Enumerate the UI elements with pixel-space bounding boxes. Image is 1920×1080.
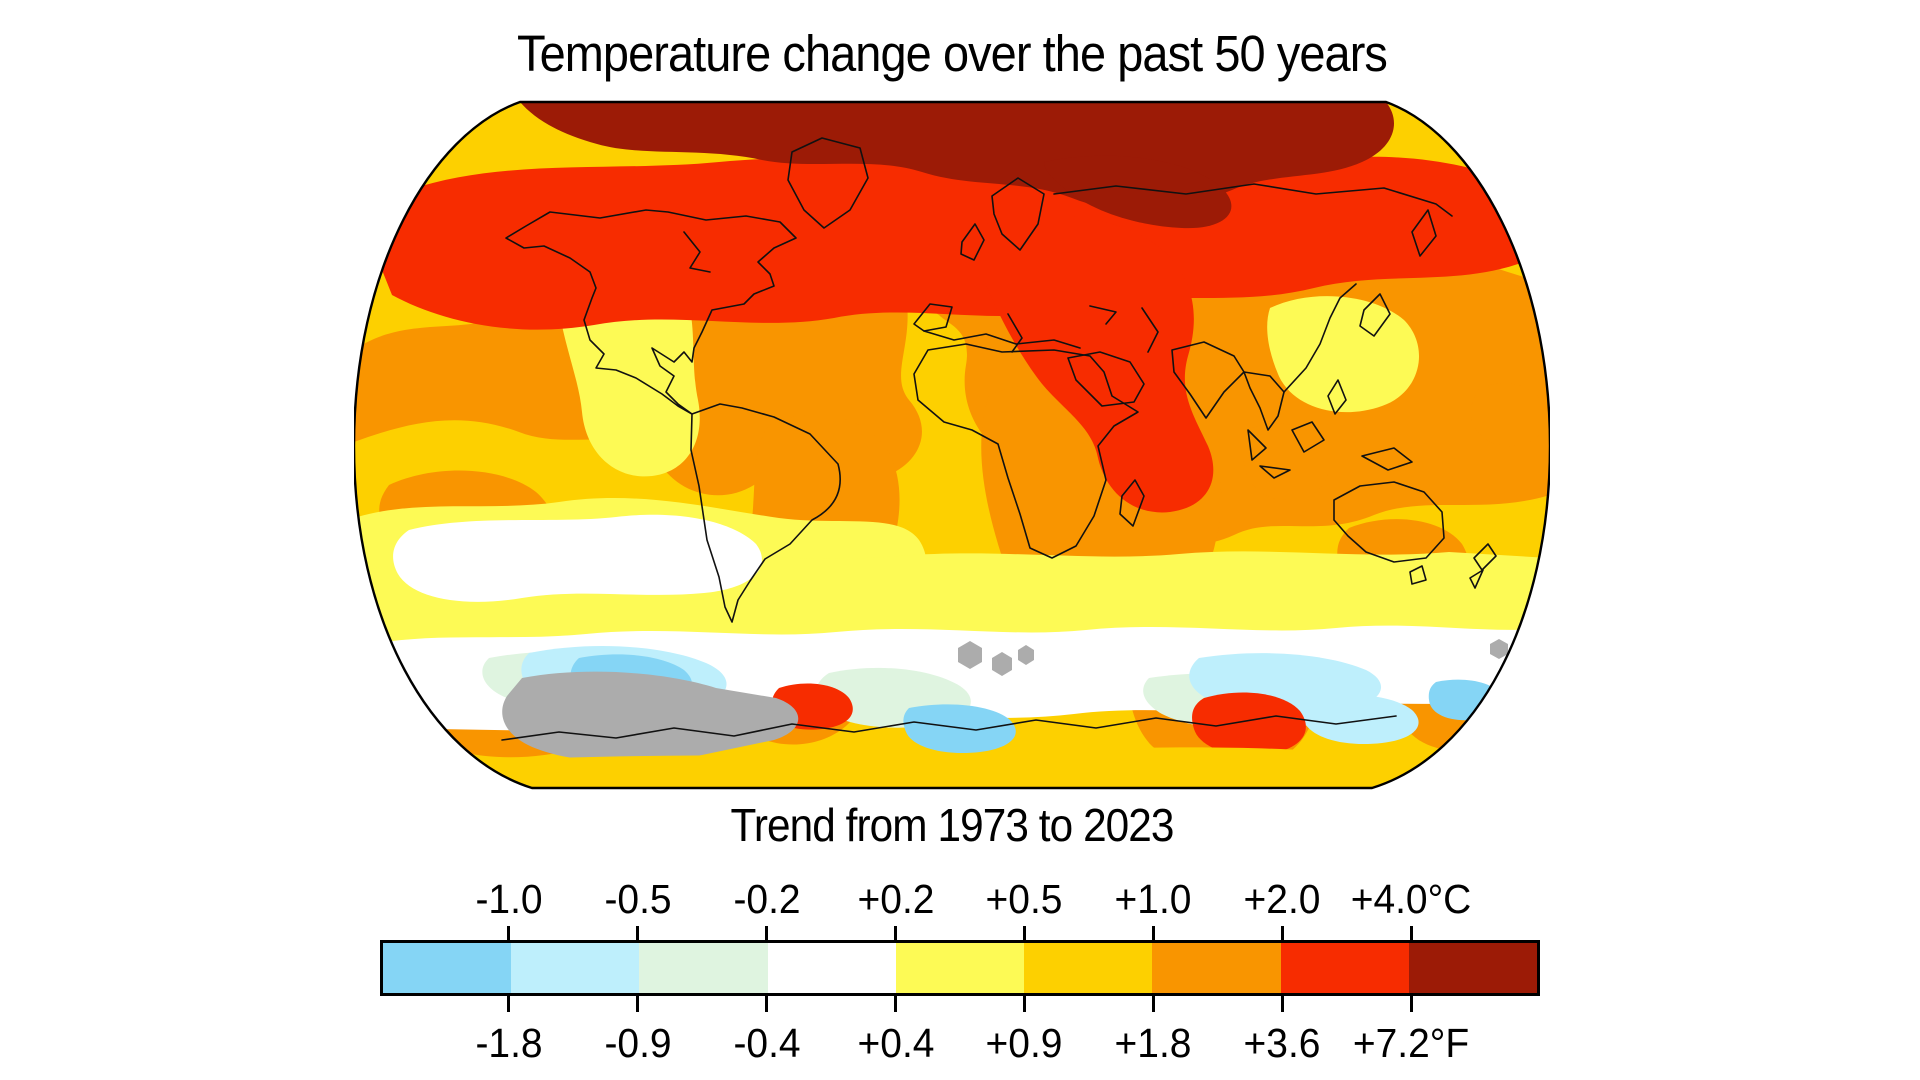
celsius-label-row: -1.0 -0.5 -0.2 +0.2 +0.5 +1.0 +2.0 +4.0°C [380, 876, 1540, 922]
fahrenheit-label-6: +1.8 [1114, 1020, 1192, 1066]
fahrenheit-label-row: -1.8 -0.9 -0.4 +0.4 +0.9 +1.8 +3.6 +7.2°F [380, 1020, 1540, 1066]
color-scale-bar [380, 940, 1540, 996]
scale-segment-4 [767, 943, 896, 993]
map-regions-gray-no-data [502, 639, 1508, 763]
coastlines [501, 137, 1497, 741]
celsius-label-8: +4.0°C [1350, 876, 1472, 922]
celsius-label-3: -0.2 [733, 876, 801, 922]
scale-segment-3 [639, 943, 768, 993]
fahrenheit-label-8: +7.2°F [1352, 1020, 1470, 1066]
scale-segment-9 [1408, 943, 1537, 993]
map-regions-dark-red [520, 102, 1394, 229]
map-outline [354, 100, 1550, 790]
celsius-label-5: +0.5 [985, 876, 1063, 922]
fahrenheit-label-1: -1.8 [475, 1020, 543, 1066]
celsius-label-1: -1.0 [475, 876, 543, 922]
scale-segment-6 [1024, 943, 1153, 993]
fahrenheit-label-5: +0.9 [985, 1020, 1063, 1066]
map-bottom-gold-strip [474, 747, 1416, 788]
figure-subtitle: Trend from 1973 to 2023 [730, 799, 1174, 851]
fahrenheit-label-3: -0.4 [733, 1020, 801, 1066]
figure-title: Temperature change over the past 50 year… [517, 25, 1388, 82]
celsius-label-6: +1.0 [1114, 876, 1192, 922]
scale-segment-8 [1280, 943, 1409, 993]
celsius-label-4: +0.2 [857, 876, 934, 922]
scale-segment-5 [895, 943, 1025, 993]
world-temperature-trend-map [354, 100, 1550, 790]
map-regions-red [376, 156, 1550, 756]
fahrenheit-label-2: -0.9 [604, 1020, 672, 1066]
celsius-label-7: +2.0 [1243, 876, 1321, 922]
scale-segment-7 [1152, 943, 1281, 993]
scale-segment-1 [383, 943, 512, 993]
color-scale-legend: -1.0 -0.5 -0.2 +0.2 +0.5 +1.0 +2.0 +4.0°C -1.8-… [380, 876, 1540, 1080]
scale-segment-2 [511, 943, 640, 993]
celsius-label-2: -0.5 [604, 876, 672, 922]
fahrenheit-label-4: +0.4 [857, 1020, 934, 1066]
fahrenheit-label-7: +3.6 [1243, 1020, 1321, 1066]
